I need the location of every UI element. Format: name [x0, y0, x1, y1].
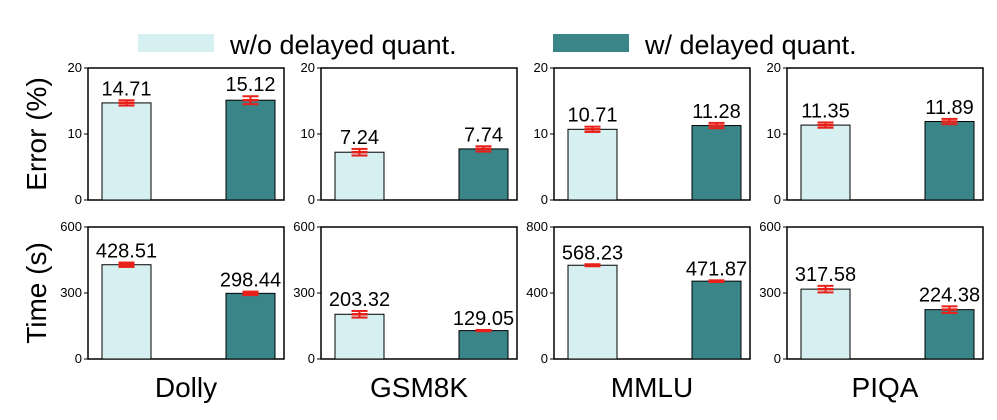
y-tick-label: 800	[526, 219, 548, 234]
x-category-label: PIQA	[852, 372, 919, 403]
error-bar-with	[941, 305, 958, 314]
panel-time-piqa: 0 300 600 317.58 224.38 PIQA	[759, 219, 984, 403]
y-tick-label: 0	[75, 192, 82, 207]
panel-time-mmlu: 0 400 800 568.23 471.87 MMLU	[526, 219, 751, 403]
y-tick-label: 400	[526, 285, 548, 300]
legend-swatch-without	[138, 34, 214, 52]
bar-with-error-dolly	[225, 99, 276, 201]
y-tick-label: 20	[301, 60, 315, 75]
y-tick-label: 300	[759, 285, 781, 300]
data-label: 129.05	[453, 308, 514, 330]
y-tick-label: 0	[774, 192, 781, 207]
data-label: 298.44	[220, 270, 281, 292]
x-category-label: MMLU	[611, 372, 693, 403]
data-label: 317.58	[795, 264, 856, 286]
error-bar-without	[817, 284, 834, 294]
y-tick-label: 20	[68, 60, 82, 75]
panel-time-dolly: 0 300 600 428.51 298.44 Dolly	[60, 219, 285, 403]
error-bar-with	[242, 290, 259, 297]
bar-with-time-mmlu	[691, 280, 742, 360]
y-tick-label: 0	[774, 351, 781, 366]
y-tick-label: 600	[759, 219, 781, 234]
bar-with-error-gsm8k	[458, 148, 509, 201]
y-tick-label: 600	[60, 219, 82, 234]
x-category-label: GSM8K	[370, 372, 468, 403]
y-tick-label: 0	[75, 351, 82, 366]
y-tick-label: 600	[293, 219, 315, 234]
error-bar-without	[351, 147, 368, 157]
data-label: 203.32	[329, 289, 390, 311]
error-ylabel: Error (%)	[21, 77, 52, 191]
y-tick-label: 10	[68, 126, 82, 141]
data-label: 15.12	[225, 74, 275, 96]
error-bar-without	[584, 263, 601, 268]
bar-without-time-gsm8k	[334, 313, 385, 360]
error-bar-without	[817, 121, 834, 129]
bar-with-error-piqa	[924, 121, 975, 201]
y-tick-label: 20	[534, 60, 548, 75]
data-label: 11.89	[925, 97, 974, 119]
data-label: 11.28	[692, 101, 741, 123]
data-label: 11.35	[801, 100, 850, 122]
x-category-label: Dolly	[155, 372, 217, 403]
bar-with-time-piqa	[924, 309, 975, 360]
panel-error-dolly: 0 10 20 14.71 15.12	[68, 60, 285, 207]
time-ylabel: Time (s)	[21, 242, 52, 344]
bar-with-time-dolly	[225, 292, 276, 360]
data-label: 7.24	[340, 127, 379, 149]
error-bar-with	[475, 145, 492, 153]
data-label: 10.71	[567, 105, 617, 127]
error-bar-with	[708, 121, 725, 130]
panel-error-mmlu: 0 10 20 10.71 11.28	[534, 60, 751, 207]
data-label: 224.38	[919, 284, 980, 306]
panel-time-gsm8k: 0 300 600 203.32 129.05 GSM8K	[293, 219, 518, 403]
error-bar-with	[941, 117, 958, 126]
bar-without-time-piqa	[800, 288, 851, 360]
error-bar-without	[118, 261, 135, 268]
y-tick-label: 0	[308, 351, 315, 366]
bar-without-error-gsm8k	[334, 151, 385, 201]
error-bar-without	[118, 99, 135, 107]
error-bar-with	[475, 328, 492, 333]
bar-without-time-dolly	[101, 264, 152, 360]
data-label: 568.23	[562, 242, 623, 264]
y-tick-label: 0	[541, 351, 548, 366]
y-tick-label: 0	[541, 192, 548, 207]
y-tick-label: 0	[308, 192, 315, 207]
bar-without-time-mmlu	[567, 264, 618, 360]
legend-label-with: w/ delayed quant.	[644, 30, 857, 60]
y-tick-label: 10	[767, 126, 781, 141]
legend-swatch-with	[553, 34, 629, 52]
y-tick-label: 20	[767, 60, 781, 75]
y-tick-label: 300	[293, 285, 315, 300]
panel-error-piqa: 0 10 20 11.35 11.89	[767, 60, 984, 207]
panel-error-gsm8k: 0 10 20 7.24 7.74	[301, 60, 518, 207]
y-tick-label: 300	[60, 285, 82, 300]
bar-without-error-dolly	[101, 102, 152, 201]
bar-without-error-mmlu	[567, 128, 618, 201]
error-bar-without	[351, 309, 368, 319]
panels: 0 10 20 14.71 15.12 0 10 20 7.24 7.74 0 10 20 10.71 11…	[60, 60, 984, 403]
bar-with-error-mmlu	[691, 125, 742, 201]
y-tick-label: 10	[301, 126, 315, 141]
data-label: 7.74	[464, 124, 503, 146]
error-bar-with	[242, 95, 259, 106]
bar-without-error-piqa	[800, 124, 851, 201]
bar-with-time-gsm8k	[458, 330, 509, 360]
error-bar-with	[708, 279, 725, 283]
legend: w/o delayed quant. w/ delayed quant.	[138, 30, 857, 60]
legend-label-without: w/o delayed quant.	[229, 30, 457, 60]
y-tick-label: 10	[534, 126, 548, 141]
data-label: 471.87	[686, 258, 747, 280]
data-label: 428.51	[96, 241, 157, 263]
error-bar-without	[584, 125, 601, 133]
data-label: 14.71	[101, 78, 151, 100]
